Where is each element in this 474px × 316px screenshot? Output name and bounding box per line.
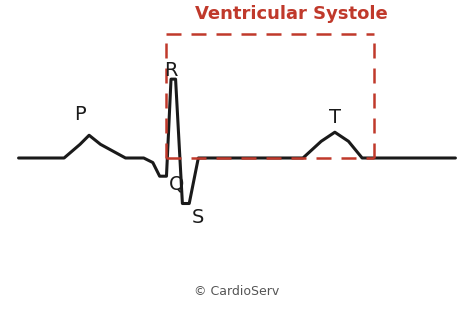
Text: S: S: [192, 208, 204, 227]
Text: Ventricular Systole: Ventricular Systole: [195, 5, 388, 23]
Text: © CardioServ: © CardioServ: [194, 284, 280, 298]
Text: Q: Q: [169, 174, 184, 193]
Text: P: P: [74, 105, 86, 124]
Text: R: R: [164, 61, 178, 80]
Text: T: T: [329, 107, 341, 126]
